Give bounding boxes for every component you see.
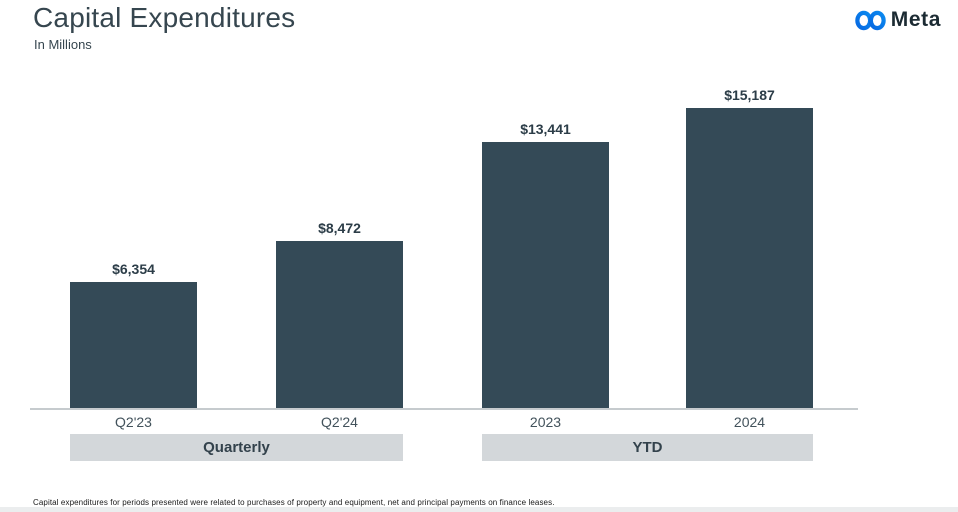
category-label: Q2'23	[115, 414, 152, 430]
bar-Q2'24	[276, 241, 403, 408]
bar-value-label: $13,441	[520, 121, 571, 137]
category-label: 2023	[529, 414, 562, 430]
meta-logo: Meta	[855, 8, 941, 32]
category-label: Q2'24	[321, 414, 358, 430]
group-band-ytd: YTD	[482, 434, 813, 461]
bar-value-label: $8,472	[318, 220, 361, 236]
bar-Q2'23	[70, 282, 197, 408]
page-subtitle: In Millions	[34, 37, 92, 52]
bar-2023	[482, 142, 609, 408]
plot-area: $6,354 Q2'23 $8,472 Q2'24 $13,441 2023 $15,187…	[30, 70, 858, 430]
bar-value-label: $15,187	[724, 87, 775, 103]
footnote: Capital expenditures for periods present…	[33, 498, 555, 507]
bar-value-label: $6,354	[112, 261, 155, 277]
meta-infinity-icon	[855, 10, 886, 31]
group-band-quarterly: Quarterly	[70, 434, 403, 461]
meta-wordmark: Meta	[890, 8, 941, 31]
bar-2024	[686, 108, 813, 408]
page-title: Capital Expenditures	[33, 2, 296, 33]
bottom-edge-strip	[0, 507, 958, 512]
category-label: 2024	[733, 414, 766, 430]
